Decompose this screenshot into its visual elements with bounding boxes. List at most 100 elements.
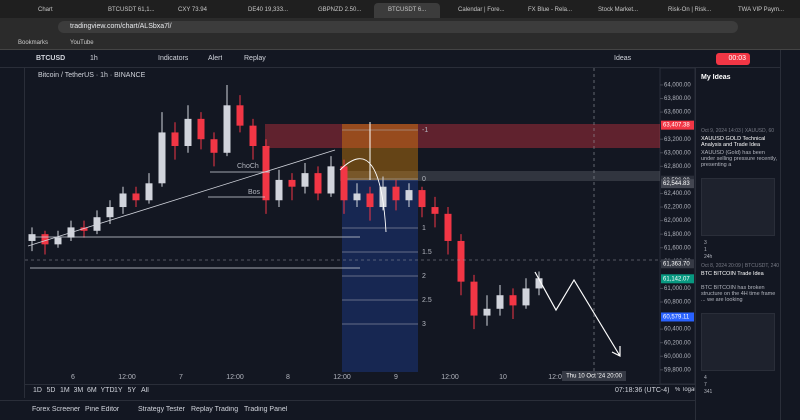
interval[interactable]: 1h <box>90 55 98 62</box>
scale-option[interactable]: auto <box>691 387 695 393</box>
toolbar-button[interactable]: Indicators <box>158 55 189 62</box>
timeframe[interactable]: 3M <box>73 387 84 394</box>
candle-body <box>535 278 543 289</box>
candle-body <box>249 125 257 146</box>
candle-body <box>301 173 309 187</box>
candle-body <box>366 193 374 208</box>
right-sidebar <box>780 50 800 420</box>
fib-label: 0 <box>422 176 426 183</box>
browser-tab[interactable]: Calendar | Fore... <box>458 7 505 13</box>
candle-body <box>379 186 387 208</box>
browser-tab[interactable]: Stock Market... <box>598 7 639 13</box>
crosshair-time <box>562 371 626 381</box>
candle-body <box>158 132 166 184</box>
timeframe[interactable]: 1M <box>60 387 70 394</box>
bookmarks-bar: Bookmarks YouTube <box>0 36 800 50</box>
post-title[interactable]: BTC BITCOIN Trade Idea <box>701 271 764 277</box>
browser-tab[interactable]: FX Blue - Rela... <box>528 7 573 13</box>
scale-option[interactable]: log <box>683 387 692 393</box>
candle-body <box>314 173 322 194</box>
timeframe[interactable]: 1Y <box>114 387 123 394</box>
y-tick-label: 61,800.00 <box>664 232 691 238</box>
candle-body <box>80 227 88 231</box>
x-tick-label: 12:00 <box>118 374 136 381</box>
bottom-tab[interactable]: Strategy Tester <box>138 406 185 413</box>
record-timer[interactable]: 00:03 <box>716 53 750 65</box>
bottom-tab[interactable]: Trading Panel <box>244 406 288 413</box>
timeframe[interactable]: 6M <box>87 387 97 394</box>
browser-tab[interactable]: TWA VIP Paym... <box>738 7 785 13</box>
toolbar-button[interactable]: Alert <box>208 55 223 62</box>
range-zone <box>340 171 660 181</box>
price-badge <box>661 179 694 189</box>
candle-body <box>509 295 517 306</box>
address-bar: tradingview.com/chart/ALSbxa7l/ <box>0 18 800 36</box>
candle-body <box>418 190 426 208</box>
y-tick-label: 63,800.00 <box>664 96 691 102</box>
fib-label: 2.5 <box>422 297 432 304</box>
bottom-tabs: Forex Screener Pine Editor Strategy Tester… <box>0 400 695 420</box>
bookmark[interactable]: Bookmarks <box>18 40 49 46</box>
x-tick-label: 12:00 <box>333 374 351 381</box>
post-stat: 341 <box>704 389 713 395</box>
x-tick-label: 10 <box>499 374 507 381</box>
projection <box>534 271 621 357</box>
post-stat: 7 <box>704 382 707 388</box>
price-badge-label: 62,544.83 <box>663 181 690 187</box>
candle-body <box>184 118 192 146</box>
y-tick-label: 63,000.00 <box>664 150 691 156</box>
bottom-tab[interactable]: Forex Screener <box>32 406 81 413</box>
browser-tab[interactable]: Chart <box>38 7 53 13</box>
browser-tab[interactable]: CXY 73.94 <box>178 7 207 13</box>
candle-body <box>145 183 153 201</box>
browser-tab[interactable]: Risk-On | Risk... <box>668 7 712 13</box>
post-title[interactable]: XAUUSD GOLD Technical Analysis and Trade… <box>701 136 766 148</box>
browser-tab[interactable]: DE40 19,333... <box>248 7 289 13</box>
candle-body <box>392 186 400 201</box>
browser-tab[interactable]: GBPNZD 2.50... <box>318 7 362 13</box>
timeframe[interactable]: 5Y <box>127 387 137 394</box>
y-tick-label: 60,000.00 <box>664 354 691 360</box>
post-text: XAUUSD (Gold) has been under selling pre… <box>701 150 778 168</box>
bottom-tab[interactable]: Pine Editor <box>85 406 120 413</box>
y-tick-label: 62,400.00 <box>664 191 691 197</box>
timeframe[interactable]: 5D <box>46 387 56 394</box>
post-image[interactable] <box>701 313 775 371</box>
browser-tab[interactable]: BTCUSDT 61,1... <box>108 7 155 13</box>
post-stat: 3 <box>704 240 707 246</box>
timeframe[interactable]: All <box>141 387 149 394</box>
price-badge <box>661 274 694 284</box>
y-tick-label: 62,800.00 <box>664 164 691 170</box>
bookmark[interactable]: YouTube <box>70 40 94 46</box>
ideas-button[interactable]: Ideas <box>614 55 632 62</box>
post-image[interactable] <box>701 178 775 236</box>
candle-body <box>132 193 140 201</box>
fib-label: 1 <box>422 225 426 232</box>
url-field[interactable]: tradingview.com/chart/ALSbxa7l/ <box>58 21 738 33</box>
annotation: Bos <box>248 189 261 196</box>
candle-body <box>171 132 179 146</box>
x-tick-label: 6 <box>71 374 75 381</box>
timeframe[interactable]: YTD <box>100 387 115 394</box>
candle-body <box>41 234 49 245</box>
annotation: ChoCh <box>237 163 259 170</box>
browser-tab[interactable]: BTCUSDT 6... <box>374 3 440 18</box>
toolbar-button[interactable]: Replay <box>244 55 266 62</box>
candle-body <box>353 193 361 201</box>
timeframe[interactable]: 1D <box>33 387 42 394</box>
post-stat: 1 <box>704 247 707 253</box>
symbol-search[interactable]: BTCUSD <box>36 55 66 62</box>
crosshair-time-label: Thu 10 Oct '24 20:00 <box>566 374 623 380</box>
x-tick-label: 12:00 <box>548 374 566 381</box>
supply-zone <box>265 124 660 148</box>
candle-body <box>483 308 491 316</box>
price-badge <box>661 120 694 130</box>
y-tick-label: 59,800.00 <box>664 367 691 373</box>
x-tick-label: 12:00 <box>226 374 244 381</box>
x-tick-label: 7 <box>179 374 183 381</box>
bottom-tab[interactable]: Replay Trading <box>191 406 239 413</box>
y-tick-label: 60,800.00 <box>664 300 691 306</box>
scale-option[interactable]: % <box>675 387 681 393</box>
drawing-toolbar <box>0 68 25 398</box>
